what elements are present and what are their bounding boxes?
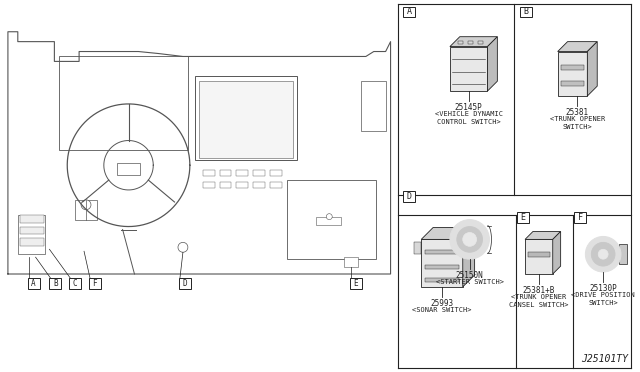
Text: <VEHICLE DYNAMIC: <VEHICLE DYNAMIC — [435, 111, 502, 117]
Text: B: B — [524, 7, 529, 16]
Text: 25130P: 25130P — [589, 284, 617, 293]
Text: <DRIVE POSITION: <DRIVE POSITION — [572, 292, 635, 298]
Polygon shape — [450, 37, 497, 46]
Bar — [403, 7, 415, 17]
Text: A: A — [31, 279, 36, 288]
Bar — [236, 170, 248, 176]
Circle shape — [450, 219, 490, 259]
Text: SWITCH>: SWITCH> — [588, 300, 618, 306]
Text: 25150N: 25150N — [456, 271, 484, 280]
Polygon shape — [421, 240, 463, 287]
Text: <STARTER SWITCH>: <STARTER SWITCH> — [436, 279, 504, 285]
Bar — [220, 182, 232, 188]
Bar — [179, 279, 191, 289]
Bar — [60, 57, 188, 150]
Polygon shape — [421, 228, 475, 240]
Circle shape — [586, 237, 621, 272]
Text: F: F — [93, 279, 97, 288]
Text: CANSEL SWITCH>: CANSEL SWITCH> — [509, 302, 569, 308]
Bar — [595, 243, 611, 266]
Text: 25381+B: 25381+B — [523, 286, 555, 295]
Bar — [203, 170, 214, 176]
Text: 25993: 25993 — [431, 299, 454, 308]
Text: 25145P: 25145P — [455, 103, 483, 112]
Text: <SONAR SWITCH>: <SONAR SWITCH> — [412, 307, 472, 312]
Bar — [89, 279, 101, 289]
Text: B: B — [53, 279, 58, 288]
Bar — [75, 200, 97, 219]
Circle shape — [326, 214, 332, 219]
Polygon shape — [557, 52, 588, 96]
Text: J25101TY: J25101TY — [581, 354, 628, 364]
Bar — [344, 257, 358, 267]
Polygon shape — [525, 231, 561, 240]
Bar — [49, 279, 61, 289]
Bar — [253, 182, 265, 188]
Bar — [561, 81, 584, 86]
Bar — [270, 182, 282, 188]
Bar — [195, 76, 296, 160]
Bar — [425, 250, 459, 254]
Bar — [236, 182, 248, 188]
Bar — [350, 279, 362, 289]
Bar — [20, 238, 44, 246]
Circle shape — [463, 232, 477, 246]
Polygon shape — [450, 46, 488, 91]
Text: E: E — [520, 213, 525, 222]
Bar — [18, 215, 45, 254]
Text: E: E — [354, 279, 358, 288]
Bar — [203, 182, 214, 188]
Circle shape — [598, 249, 608, 259]
Text: D: D — [407, 192, 412, 201]
Bar — [253, 170, 265, 176]
Bar — [116, 163, 140, 175]
Bar — [28, 279, 40, 289]
Bar — [20, 215, 44, 222]
Bar — [468, 41, 473, 44]
Text: C: C — [73, 279, 77, 288]
Bar — [199, 81, 292, 158]
Text: D: D — [182, 279, 188, 288]
Text: F: F — [578, 213, 583, 222]
Polygon shape — [588, 42, 597, 96]
Polygon shape — [557, 42, 597, 52]
Bar — [403, 192, 415, 202]
Polygon shape — [463, 228, 475, 287]
Text: CONTROL SWITCH>: CONTROL SWITCH> — [437, 119, 500, 125]
Polygon shape — [553, 231, 561, 274]
Bar — [477, 41, 483, 44]
Text: SWITCH>: SWITCH> — [563, 124, 593, 130]
Bar — [414, 243, 421, 254]
Bar — [458, 41, 463, 44]
Bar — [575, 212, 586, 223]
Circle shape — [81, 200, 91, 210]
Bar — [520, 7, 532, 17]
Text: <TRUNK OPENER: <TRUNK OPENER — [511, 294, 566, 300]
Circle shape — [591, 243, 615, 266]
Bar — [619, 244, 627, 264]
Bar — [270, 170, 282, 176]
Polygon shape — [525, 240, 553, 274]
Bar — [517, 212, 529, 223]
Circle shape — [178, 243, 188, 252]
Text: <TRUNK OPENER: <TRUNK OPENER — [550, 116, 605, 122]
Circle shape — [457, 227, 483, 252]
Bar — [316, 217, 341, 225]
Bar — [20, 227, 44, 234]
Bar — [425, 265, 459, 269]
Bar — [528, 252, 550, 257]
Polygon shape — [488, 37, 497, 91]
Bar — [425, 278, 459, 282]
Bar — [69, 279, 81, 289]
Bar — [361, 81, 386, 131]
Text: 25381: 25381 — [566, 108, 589, 117]
Bar — [287, 180, 376, 259]
Bar — [561, 65, 584, 70]
Bar — [220, 170, 232, 176]
Text: A: A — [407, 7, 412, 16]
